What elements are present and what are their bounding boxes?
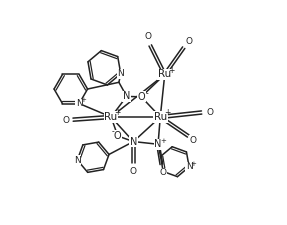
Text: O: O: [190, 136, 197, 145]
Text: -: -: [146, 89, 148, 98]
Text: +: +: [190, 161, 196, 167]
Text: +: +: [81, 97, 87, 104]
Text: +: +: [168, 66, 174, 75]
Text: N: N: [186, 162, 193, 171]
Text: Ru: Ru: [158, 70, 171, 79]
Text: N: N: [117, 69, 124, 78]
Text: O: O: [130, 167, 137, 176]
Text: O: O: [207, 108, 214, 117]
Text: N: N: [154, 139, 162, 149]
Text: +: +: [115, 108, 121, 117]
Text: N: N: [76, 99, 83, 108]
Text: Ru: Ru: [154, 112, 167, 122]
Text: N: N: [74, 155, 81, 164]
Text: N: N: [123, 91, 130, 101]
Text: Ru: Ru: [104, 112, 118, 122]
Text: +: +: [161, 138, 166, 144]
Text: +: +: [164, 108, 170, 117]
Text: N: N: [130, 137, 137, 146]
Text: O: O: [62, 116, 69, 125]
Text: O: O: [145, 32, 152, 41]
Text: -: -: [111, 127, 114, 136]
Text: O: O: [114, 131, 122, 141]
Text: O: O: [159, 168, 166, 177]
Text: O: O: [185, 37, 192, 46]
Text: O: O: [137, 92, 145, 102]
